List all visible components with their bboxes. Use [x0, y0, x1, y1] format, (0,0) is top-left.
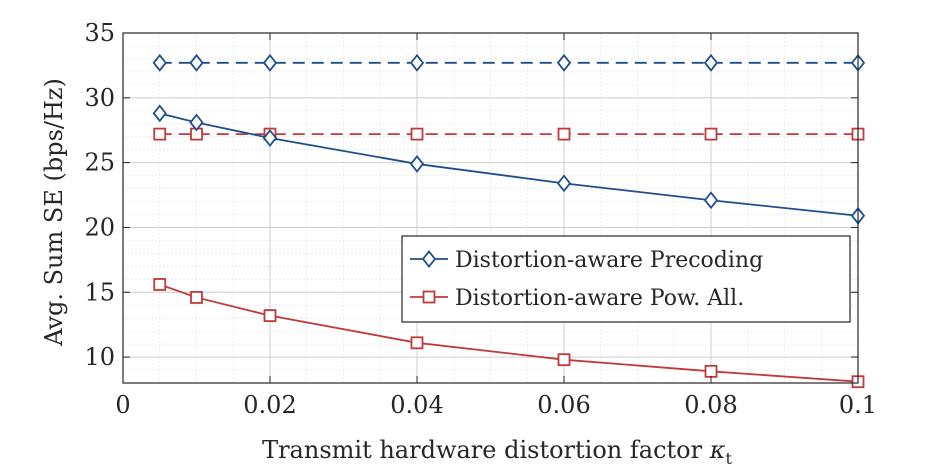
y-tick-label: 15 [84, 278, 115, 306]
data-point-marker [703, 191, 719, 210]
data-point-marker [557, 127, 571, 141]
data-point-marker [189, 53, 204, 72]
y-tick-label: 20 [84, 213, 115, 241]
axes [122, 32, 859, 384]
data-point-marker [262, 53, 278, 72]
data-point-marker [556, 174, 572, 193]
x-axis-label: Transmit hardware distortion factor κt [262, 436, 732, 468]
x-tick-label: 0.08 [684, 391, 737, 419]
legend: Distortion-aware Precoding Distortion-awa… [401, 235, 851, 323]
data-point-marker [556, 53, 572, 72]
y-axis-label: Avg. Sum SE (bps/Hz) [40, 78, 68, 347]
data-point-marker [153, 127, 167, 141]
x-tick-label: 0.04 [390, 391, 443, 419]
data-point-marker [409, 53, 425, 72]
data-point-marker [409, 154, 425, 173]
y-tick-label: 25 [84, 149, 115, 177]
x-axis-label-text: Transmit hardware distortion factor [262, 436, 703, 464]
data-point-marker [557, 353, 571, 367]
legend-marker [421, 250, 437, 268]
y-tick-label: 35 [84, 19, 115, 47]
y-tick-label: 10 [84, 343, 115, 371]
y-tick-label: 30 [84, 84, 115, 112]
x-axis-label-symbol: κ [709, 436, 726, 464]
legend-label: Distortion-aware Pow. All. [455, 286, 744, 311]
axes-box [122, 32, 859, 384]
data-point-marker [153, 278, 167, 291]
data-point-marker [263, 309, 277, 322]
x-tick-label: 0 [115, 391, 130, 419]
x-tick-label: 0.06 [537, 391, 590, 419]
minor-grid [122, 32, 859, 384]
data-point-marker [704, 364, 718, 378]
data-point-marker [152, 53, 167, 72]
data-point-marker [704, 127, 718, 141]
x-tick-label: 0.02 [243, 391, 296, 419]
x-axis-label-subscript: t [725, 449, 732, 468]
series-layer [152, 53, 866, 389]
data-point-marker [703, 53, 719, 72]
data-point-marker [189, 113, 204, 132]
data-point-marker [262, 129, 278, 147]
data-point-marker [190, 291, 203, 304]
legend-box [401, 235, 851, 323]
x-tick-label: 0.1 [839, 391, 877, 419]
data-point-marker [410, 127, 424, 141]
legend-label: Distortion-aware Precoding [455, 248, 763, 273]
data-point-marker [152, 104, 167, 123]
legend-marker [422, 290, 436, 304]
data-point-marker [410, 336, 424, 350]
tick-labels: 0 0.02 0.04 0.06 0.08 0.1 10 15 20 25 30 35 [84, 19, 877, 419]
